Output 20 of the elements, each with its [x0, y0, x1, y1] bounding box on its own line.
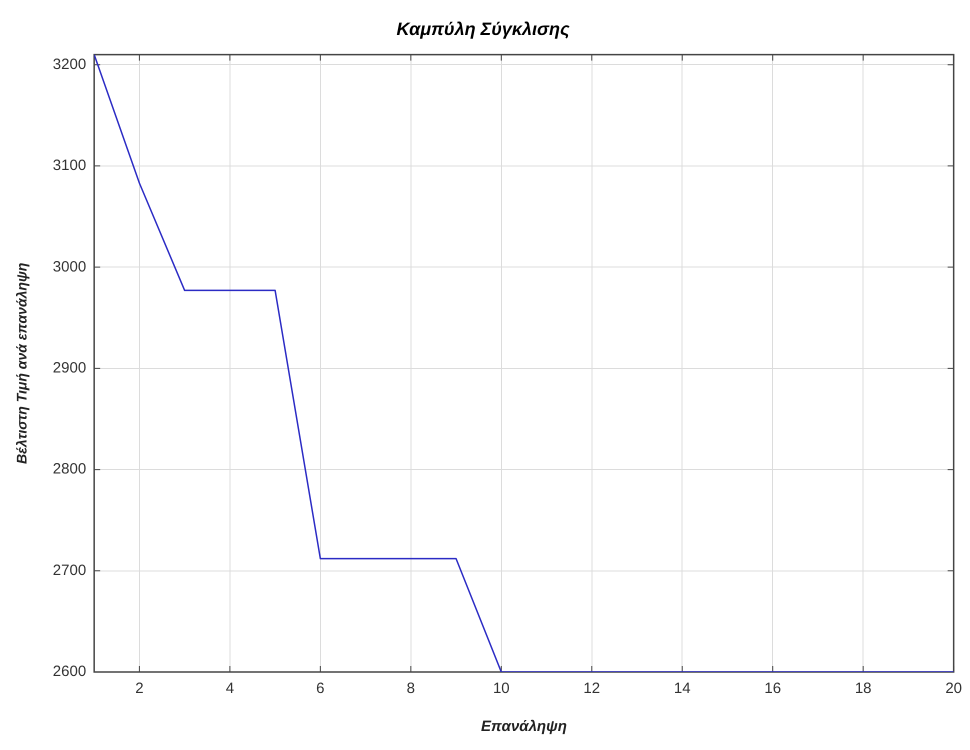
y-tick-label: 3100 — [52, 157, 86, 174]
y-tick-label: 3000 — [52, 258, 86, 276]
y-tick-label: 2900 — [52, 360, 86, 376]
x-tick-label: 8 — [406, 680, 415, 698]
chart-title: Καμπύλη Σύγκλισης — [396, 18, 570, 39]
x-tick-label: 12 — [583, 680, 600, 698]
x-axis-title: Επανάληψη — [480, 718, 567, 736]
y-tick-label: 2600 — [52, 663, 86, 680]
y-tick-label: 2700 — [52, 562, 86, 579]
y-tick-label: 3200 — [52, 56, 86, 73]
x-tick-label: 4 — [226, 680, 234, 698]
x-tick-label: 6 — [316, 680, 325, 698]
y-axis-title: Βέλτιστη Τιμή ανά επανάληψη — [13, 262, 30, 464]
x-tick-label: 10 — [492, 680, 510, 698]
x-tick-label: 16 — [764, 680, 782, 698]
x-tick-label: 14 — [674, 680, 691, 698]
y-tick-label: 2800 — [52, 460, 86, 478]
x-tick-label: 2 — [135, 680, 144, 698]
x-tick-label: 20 — [945, 680, 962, 698]
x-tick-label: 18 — [854, 680, 872, 698]
